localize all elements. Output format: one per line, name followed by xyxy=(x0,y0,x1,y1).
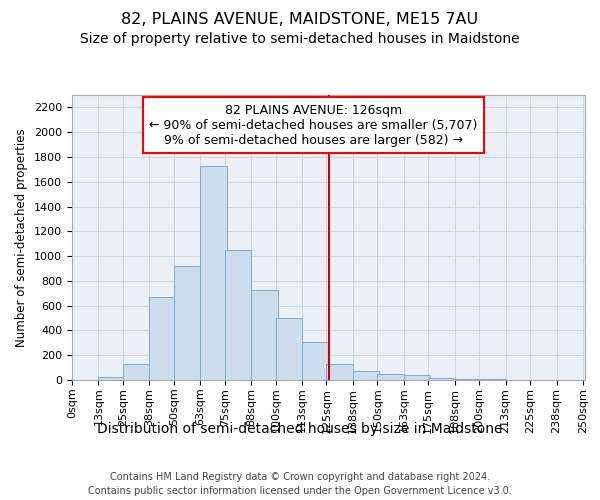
Bar xyxy=(302,342,329,380)
Bar xyxy=(377,374,404,380)
Bar xyxy=(428,378,455,380)
Text: 82, PLAINS AVENUE, MAIDSTONE, ME15 7AU: 82, PLAINS AVENUE, MAIDSTONE, ME15 7AU xyxy=(121,12,479,28)
Bar xyxy=(174,266,200,380)
Bar xyxy=(200,166,227,380)
Y-axis label: Number of semi-detached properties: Number of semi-detached properties xyxy=(16,128,28,347)
Bar xyxy=(149,297,176,380)
Bar xyxy=(353,370,379,380)
Text: Contains HM Land Registry data © Crown copyright and database right 2024.: Contains HM Land Registry data © Crown c… xyxy=(110,472,490,482)
Text: Contains public sector information licensed under the Open Government Licence v3: Contains public sector information licen… xyxy=(88,486,512,496)
Text: Size of property relative to semi-detached houses in Maidstone: Size of property relative to semi-detach… xyxy=(80,32,520,46)
Bar xyxy=(98,377,125,380)
Bar xyxy=(455,379,481,380)
Text: Distribution of semi-detached houses by size in Maidstone: Distribution of semi-detached houses by … xyxy=(97,422,503,436)
Bar xyxy=(326,364,353,380)
Bar xyxy=(404,375,430,380)
Bar xyxy=(224,250,251,380)
Bar xyxy=(123,364,149,380)
Bar xyxy=(251,290,278,380)
Text: 82 PLAINS AVENUE: 126sqm
← 90% of semi-detached houses are smaller (5,707)
9% of: 82 PLAINS AVENUE: 126sqm ← 90% of semi-d… xyxy=(149,104,477,146)
Bar xyxy=(275,318,302,380)
